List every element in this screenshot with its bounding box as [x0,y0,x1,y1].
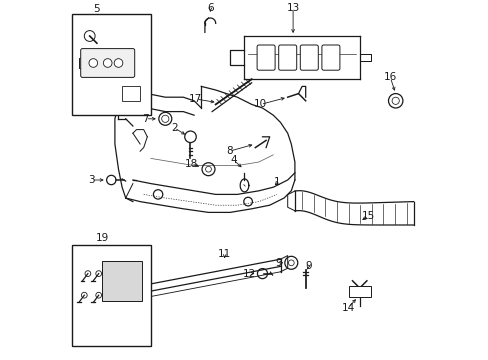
FancyBboxPatch shape [72,245,151,346]
Text: 16: 16 [383,72,396,82]
Text: 14: 14 [341,303,354,313]
Circle shape [103,59,112,67]
FancyBboxPatch shape [102,261,142,301]
FancyBboxPatch shape [72,14,151,115]
Text: 12: 12 [243,269,256,279]
Text: 1: 1 [274,177,281,187]
Text: 15: 15 [361,211,375,221]
FancyBboxPatch shape [122,86,140,101]
Circle shape [114,59,122,67]
Text: 11: 11 [218,249,231,259]
FancyBboxPatch shape [278,45,296,70]
FancyBboxPatch shape [321,45,339,70]
Text: 9: 9 [305,261,311,271]
Circle shape [89,59,98,67]
Text: 18: 18 [184,159,198,169]
Text: 10: 10 [254,99,267,109]
Text: 5: 5 [93,4,100,14]
Text: 2: 2 [171,123,177,133]
FancyBboxPatch shape [81,49,134,77]
Text: 17: 17 [189,94,202,104]
Text: 3: 3 [88,175,95,185]
FancyBboxPatch shape [348,286,370,297]
FancyBboxPatch shape [300,45,318,70]
Text: 6: 6 [206,3,213,13]
Text: 8: 8 [225,146,232,156]
Text: 19: 19 [96,233,109,243]
FancyBboxPatch shape [257,45,275,70]
Text: 13: 13 [286,3,299,13]
Text: 7: 7 [142,114,148,124]
Text: 9: 9 [275,258,282,268]
Text: 4: 4 [230,155,237,165]
